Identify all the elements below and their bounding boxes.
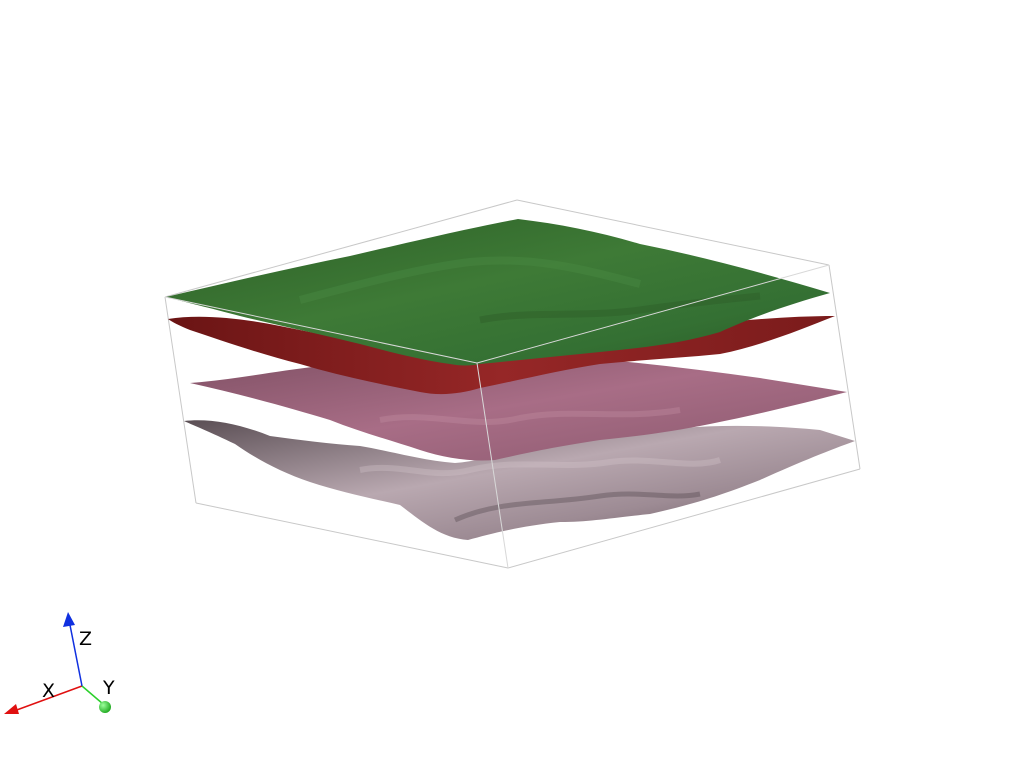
x-axis-label: X (42, 680, 55, 702)
x-axis-arrow-icon (4, 704, 19, 714)
bounding-box-front (164, 264, 830, 569)
y-axis-ball-icon (99, 701, 111, 713)
z-axis-line (69, 624, 83, 687)
y-axis-label: Y (102, 677, 115, 699)
y-axis-line (81, 685, 104, 705)
bounding-box-back (164, 199, 861, 569)
top-surface[interactable] (166, 219, 830, 366)
orientation-axes: Z X Y (4, 612, 115, 714)
x-axis-line (13, 685, 83, 712)
z-axis-arrow-icon (63, 612, 75, 627)
z-axis-label: Z (79, 628, 92, 650)
bottom-surface[interactable] (184, 420, 855, 540)
